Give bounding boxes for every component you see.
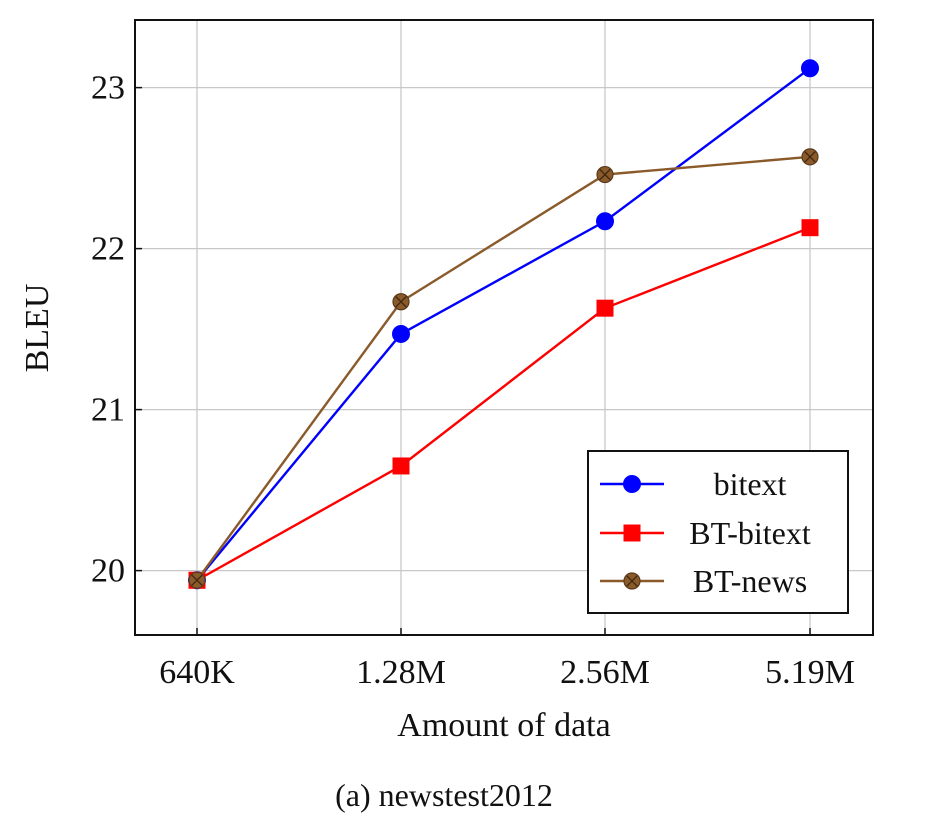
data-point-bt-bitext [596, 299, 614, 317]
chart-caption: (a) newstest2012 [335, 777, 553, 813]
legend-marker [623, 524, 641, 542]
data-point-bt-news [596, 165, 614, 184]
tick-labels: 640K 1.28M 2.56M 5.19M 20 21 22 23 [91, 70, 855, 691]
series-bt-news [188, 148, 819, 589]
series-layer [188, 59, 819, 590]
x-tick-label: 640K [159, 654, 235, 691]
legend: bitext BT-bitext BT-news [587, 450, 849, 614]
grid-lines [135, 20, 873, 635]
x-axis-label: Amount of data [397, 707, 610, 744]
plot-frame [134, 19, 874, 636]
data-point-bt-news [801, 148, 819, 166]
legend-label: BT-news [693, 563, 807, 599]
data-point-bitext [801, 59, 819, 78]
legend-label: BT-bitext [689, 515, 811, 551]
legend-marker [623, 572, 641, 590]
legend-entry-bt-bitext: BT-bitext [600, 515, 811, 551]
y-tick-label: 23 [91, 70, 125, 107]
legend-marker [623, 475, 641, 493]
series-line-bt-bitext [196, 226, 811, 582]
data-point-bt-news [188, 571, 206, 589]
data-point-bitext [596, 212, 614, 231]
y-tick-label: 22 [91, 231, 125, 268]
y-axis-label: BLEU [19, 284, 56, 373]
data-point-bitext [392, 324, 410, 343]
x-tick-label: 2.56M [560, 654, 650, 691]
x-tick-label: 5.19M [765, 654, 855, 691]
legend-entry-bt-news: BT-news [600, 563, 807, 599]
legend-entry-bitext: bitext [600, 466, 787, 502]
y-tick-label: 21 [91, 392, 125, 429]
x-tick-label: 1.28M [356, 654, 446, 691]
data-point-bt-bitext [392, 457, 410, 475]
series-line-bt-news [196, 155, 811, 581]
data-point-bt-news [392, 293, 410, 311]
legend-label: bitext [714, 466, 787, 502]
series-line-bitext [196, 67, 811, 582]
y-tick-label: 20 [91, 553, 125, 590]
data-point-bt-bitext [801, 219, 819, 237]
